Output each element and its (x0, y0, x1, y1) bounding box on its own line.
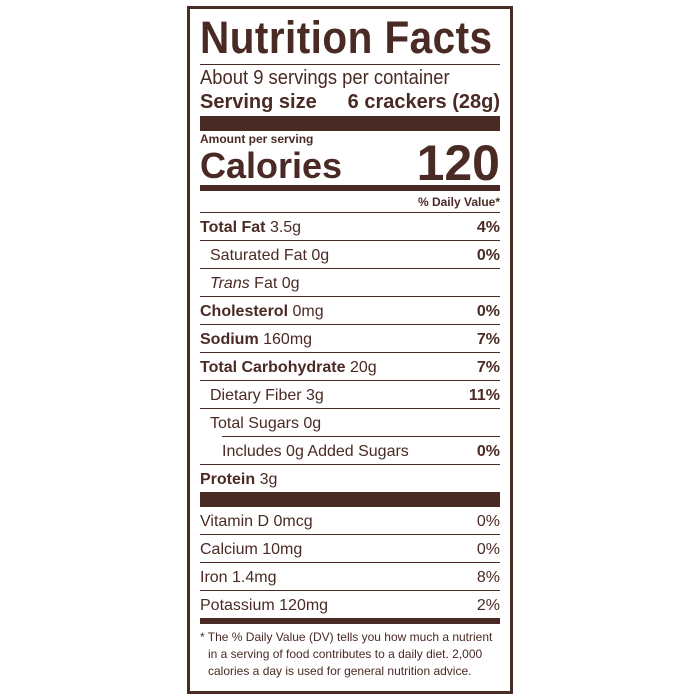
serving-size-value: 6 crackers (28g) (347, 91, 500, 113)
calories-row: Calories 120 (200, 138, 500, 188)
serving-size: Serving size 6 crackers (28g) (200, 90, 500, 116)
nutrient-amount: 3.5g (269, 219, 302, 236)
nutrient-name-rest: Fat (254, 275, 278, 292)
vitamin-row-potassium: Potassium 120mg 2% (200, 590, 500, 618)
nutrient-name: Cholesterol (200, 303, 289, 320)
nutrient-name: Saturated Fat (210, 247, 307, 264)
nutrient-row-dietary-fiber: Dietary Fiber 3g 11% (200, 380, 500, 408)
nutrient-amount: 0g (311, 247, 330, 264)
vitamin-text: Calcium 10mg (200, 541, 303, 558)
servings-per-container: About 9 servings per container (200, 67, 450, 89)
nutrient-row-cholesterol: Cholesterol 0mg 0% (200, 296, 500, 324)
label-title: Nutrition Facts (200, 12, 493, 63)
footnote: * The % Daily Value (DV) tells you how m… (200, 630, 493, 678)
vitamin-dv: 8% (476, 569, 500, 586)
nutrient-row-sodium: Sodium 160mg 7% (200, 324, 500, 352)
thick-divider (200, 116, 500, 131)
nutrient-amount: 20g (349, 359, 377, 376)
nutrient-name: Trans (210, 275, 250, 292)
nutrient-dv: 0% (476, 303, 500, 320)
nutrient-name: Protein (200, 471, 256, 488)
nutrient-name: Total Fat (200, 219, 266, 236)
nutrient-row-trans-fat: Trans Fat 0g (200, 268, 500, 296)
nutrient-name: Dietary Fiber (210, 387, 302, 404)
nutrient-amount: 3g (306, 387, 324, 404)
vitamin-text: Vitamin D 0mcg (200, 513, 313, 530)
nutrition-facts-label: Nutrition Facts About 9 servings per con… (187, 6, 513, 694)
nutrient-dv: 0% (476, 443, 500, 460)
nutrient-row-protein: Protein 3g (200, 464, 500, 492)
nutrient-row-added-sugars: Includes 0g Added Sugars 0% (222, 436, 500, 464)
nutrient-amount: 3g (259, 471, 278, 488)
nutrient-name: Includes 0g Added Sugars (222, 443, 409, 460)
nutrient-name: Total Carbohydrate (200, 359, 346, 376)
nutrient-dv: 7% (476, 331, 500, 348)
serving-size-label: Serving size (200, 91, 317, 113)
nutrient-dv: 11% (468, 387, 500, 404)
nutrient-dv: 4% (476, 219, 500, 236)
vitamin-dv: 0% (476, 513, 500, 530)
medium-divider (200, 185, 500, 191)
vitamin-row-calcium: Calcium 10mg 0% (200, 534, 500, 562)
divider (200, 64, 500, 65)
nutrient-row-saturated-fat: Saturated Fat 0g 0% (200, 240, 500, 268)
nutrient-dv: 7% (476, 359, 500, 376)
nutrient-row-total-sugars: Total Sugars 0g (200, 408, 500, 436)
nutrient-dv: 0% (476, 247, 500, 264)
amount-per-serving: Amount per serving (200, 132, 314, 146)
thick-divider (200, 492, 500, 507)
calories-value: 120 (416, 135, 500, 191)
nutrient-row-total-carbohydrate: Total Carbohydrate 20g 7% (200, 352, 500, 380)
nutrient-amount: 160mg (263, 331, 313, 348)
nutrient-amount: 0g (281, 275, 300, 292)
nutrient-amount: 0mg (292, 303, 324, 320)
vitamin-row-iron: Iron 1.4mg 8% (200, 562, 500, 590)
vitamin-text: Iron 1.4mg (200, 569, 277, 586)
daily-value-header: % Daily Value* (417, 195, 500, 209)
vitamin-dv: 0% (476, 541, 500, 558)
nutrient-amount: 0g (303, 415, 322, 432)
vitamin-row-vitamin-d: Vitamin D 0mcg 0% (200, 507, 500, 534)
calories-label: Calories (200, 145, 343, 186)
medium-divider (200, 618, 500, 624)
vitamin-dv: 2% (476, 597, 500, 614)
nutrient-name: Total Sugars (210, 415, 299, 432)
vitamin-text: Potassium 120mg (200, 597, 329, 614)
nutrient-name: Sodium (200, 331, 259, 348)
nutrient-row-total-fat: Total Fat 3.5g 4% (200, 212, 500, 240)
